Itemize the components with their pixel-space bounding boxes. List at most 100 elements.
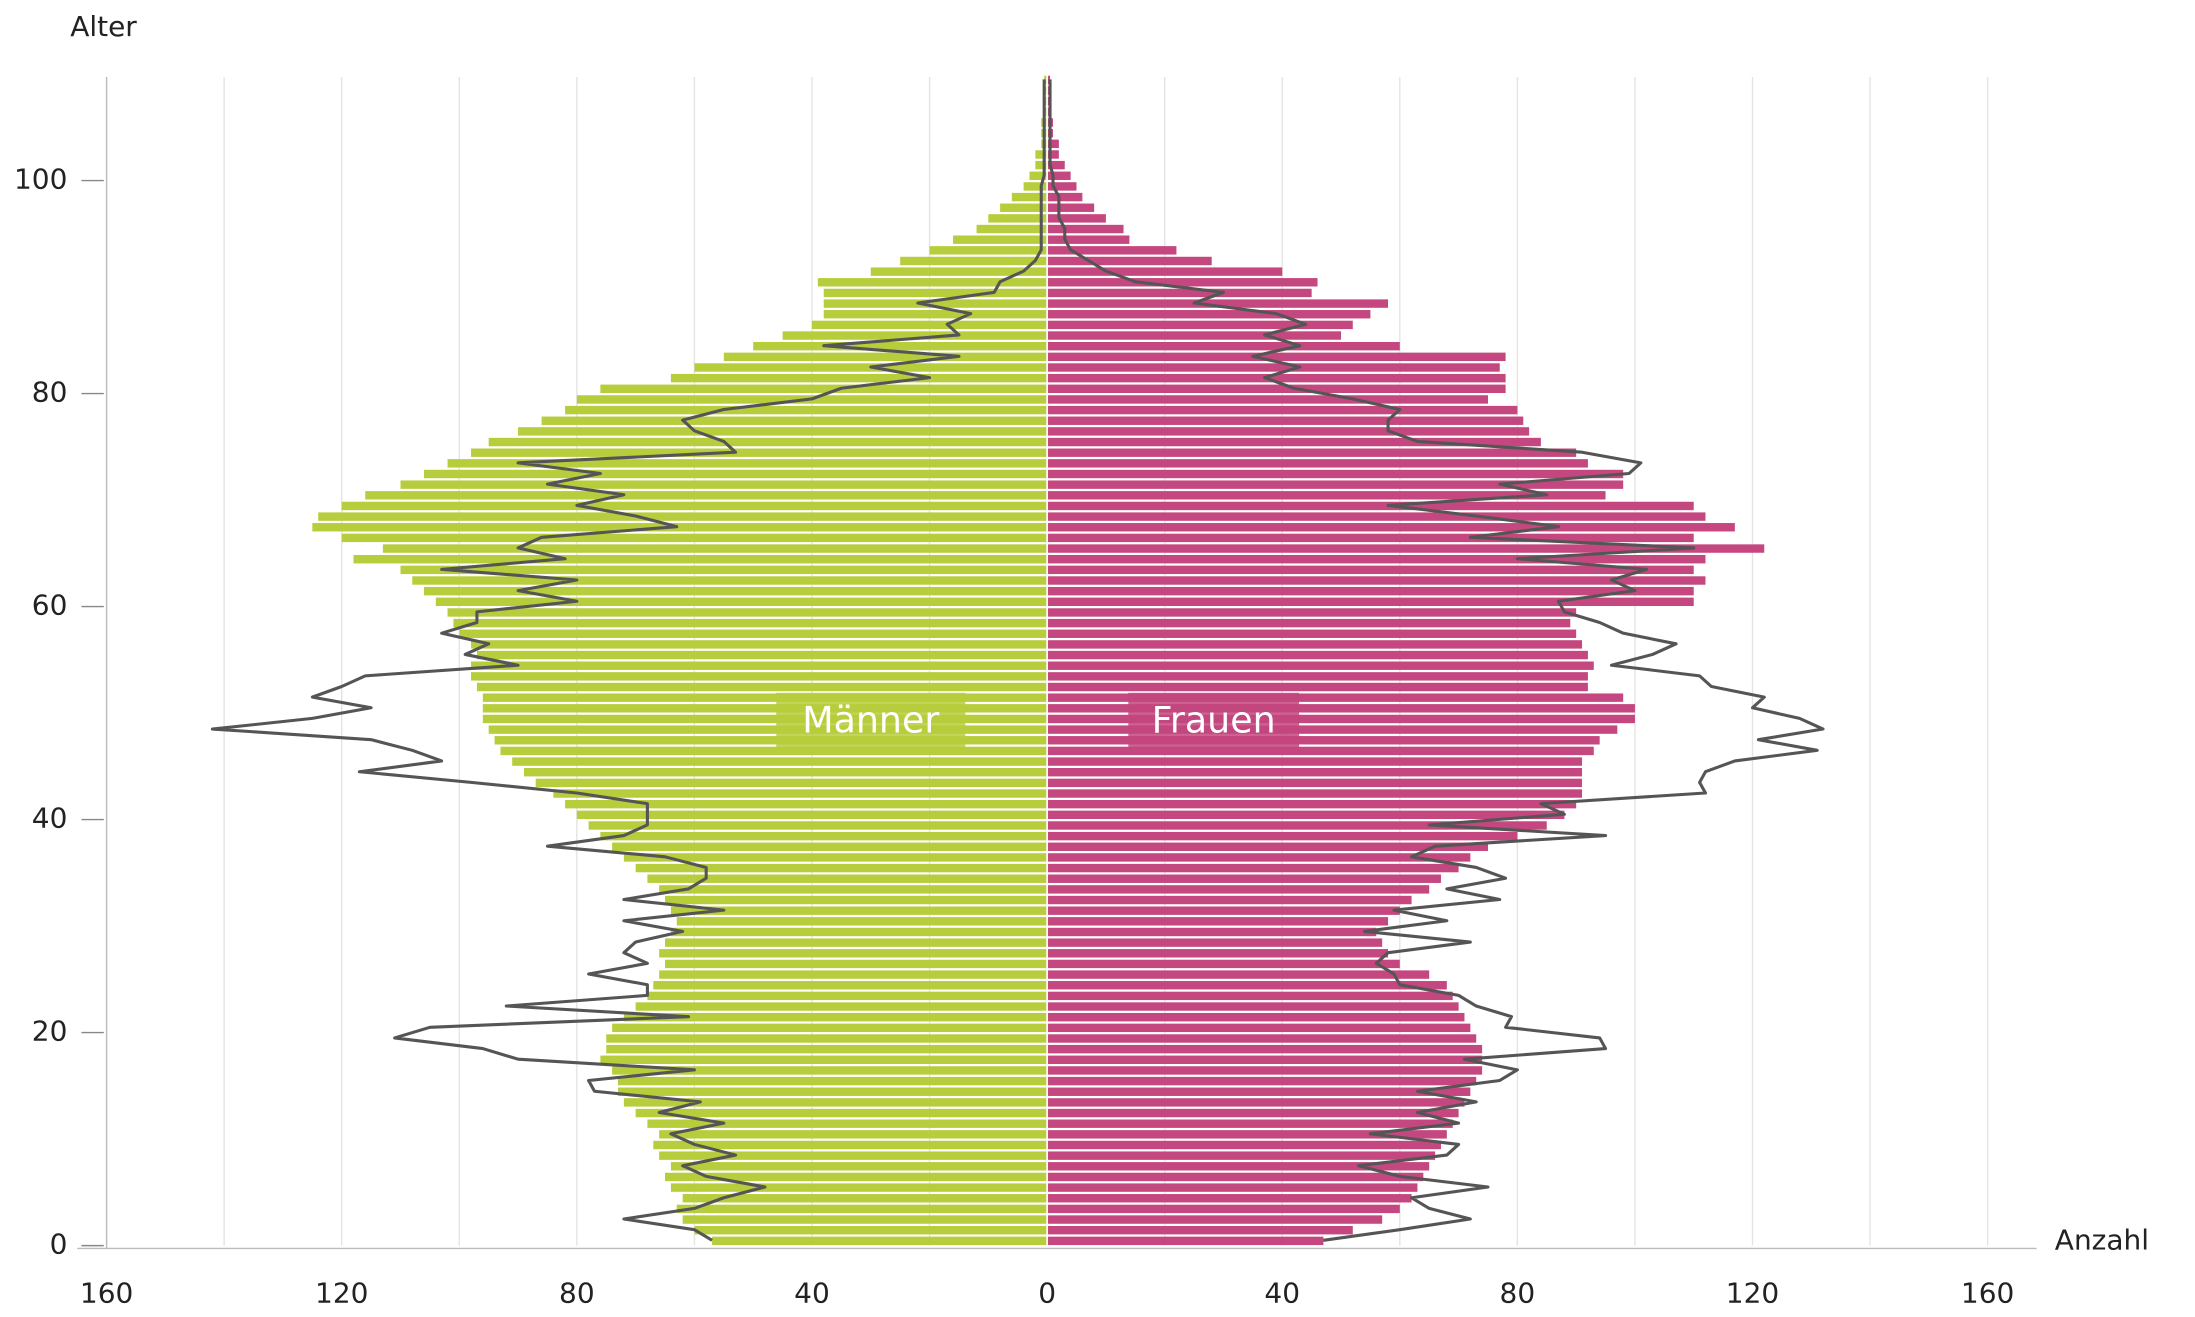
bar xyxy=(1047,917,1389,926)
bar xyxy=(1047,704,1635,713)
value-tick-label: 80 xyxy=(559,1277,595,1310)
bar xyxy=(453,618,1048,628)
bar xyxy=(1047,576,1706,585)
value-tick-label: 160 xyxy=(80,1277,133,1310)
bar xyxy=(1047,405,1518,415)
bar xyxy=(1047,906,1400,915)
bar xyxy=(676,917,1048,926)
bar xyxy=(565,405,1048,415)
bar xyxy=(670,927,1048,937)
bar xyxy=(647,1119,1048,1128)
bar xyxy=(1047,725,1618,734)
bar xyxy=(1047,1225,1353,1235)
bar xyxy=(1047,384,1506,394)
bar xyxy=(623,1098,1048,1107)
bar xyxy=(1047,1076,1477,1086)
bar xyxy=(476,650,1048,660)
bar xyxy=(1047,821,1547,830)
bar xyxy=(1047,373,1506,383)
bar xyxy=(353,555,1048,564)
series-label: Männer xyxy=(802,699,939,742)
bar xyxy=(1047,981,1447,990)
bar xyxy=(976,224,1048,234)
value-tick-label: 160 xyxy=(1961,1277,2014,1310)
bar xyxy=(1047,757,1583,766)
bar xyxy=(1047,895,1412,905)
bar xyxy=(606,1044,1048,1054)
bar xyxy=(494,736,1048,745)
bar xyxy=(382,544,1048,553)
bar xyxy=(823,299,1048,308)
series-label-box xyxy=(1128,692,1300,749)
bar xyxy=(1047,629,1577,638)
bar xyxy=(1035,160,1048,170)
bar xyxy=(576,810,1048,820)
bar xyxy=(1047,640,1583,649)
bar xyxy=(1047,672,1588,681)
bar xyxy=(1047,480,1624,489)
bar xyxy=(1047,778,1583,788)
bar xyxy=(1047,310,1371,319)
bar xyxy=(1047,618,1571,628)
bar xyxy=(1047,246,1177,255)
bar xyxy=(600,831,1048,841)
bar xyxy=(1047,1023,1471,1033)
bar xyxy=(1047,810,1565,820)
comparison-line xyxy=(1048,79,1825,1242)
bar xyxy=(1047,139,1059,149)
bar xyxy=(1047,501,1694,511)
bar xyxy=(1023,182,1048,191)
age-axis-label: Alter xyxy=(70,10,137,43)
bar xyxy=(1047,1236,1324,1246)
bar xyxy=(1047,1204,1400,1214)
bar xyxy=(1047,1140,1441,1150)
age-tick-label: 100 xyxy=(14,163,67,196)
bar xyxy=(694,1225,1048,1235)
value-tick-label: 120 xyxy=(1726,1277,1779,1310)
bar xyxy=(1047,1012,1465,1022)
bar xyxy=(665,959,1048,969)
bar xyxy=(471,448,1048,457)
bar xyxy=(600,384,1048,394)
bar xyxy=(1047,235,1130,244)
value-tick-label: 0 xyxy=(1038,1277,1056,1310)
bar xyxy=(1047,416,1524,425)
bar xyxy=(635,1002,1048,1011)
bar xyxy=(647,874,1048,883)
bar xyxy=(1047,938,1383,947)
bar xyxy=(1047,842,1488,851)
bar xyxy=(476,682,1048,692)
bar xyxy=(1047,224,1124,234)
bar xyxy=(1047,1162,1430,1171)
series-label: Frauen xyxy=(1152,699,1276,742)
bar xyxy=(1047,1108,1459,1118)
bar xyxy=(612,842,1048,851)
bar xyxy=(1047,533,1694,543)
bar xyxy=(1047,512,1706,521)
bar xyxy=(1047,1066,1483,1075)
value-tick-label: 40 xyxy=(1264,1277,1300,1310)
bar xyxy=(412,576,1048,585)
bar xyxy=(318,512,1048,521)
bar xyxy=(1047,927,1377,937)
bar xyxy=(1047,544,1765,553)
bar xyxy=(753,341,1048,351)
bar xyxy=(600,1055,1048,1064)
bar xyxy=(1047,714,1635,724)
bar xyxy=(1047,1055,1483,1064)
bar xyxy=(424,586,1048,596)
bar xyxy=(1047,1044,1483,1054)
bar xyxy=(618,1076,1048,1086)
bar xyxy=(665,938,1048,947)
bar xyxy=(1047,885,1430,894)
bar xyxy=(488,437,1048,447)
bar xyxy=(670,1183,1048,1192)
bar xyxy=(471,672,1048,681)
bar xyxy=(1047,1119,1453,1128)
bar xyxy=(541,416,1048,425)
bar xyxy=(535,778,1048,788)
age-tick-label: 80 xyxy=(32,376,68,409)
bar xyxy=(588,821,1048,830)
age-tick-label: 60 xyxy=(32,589,68,622)
